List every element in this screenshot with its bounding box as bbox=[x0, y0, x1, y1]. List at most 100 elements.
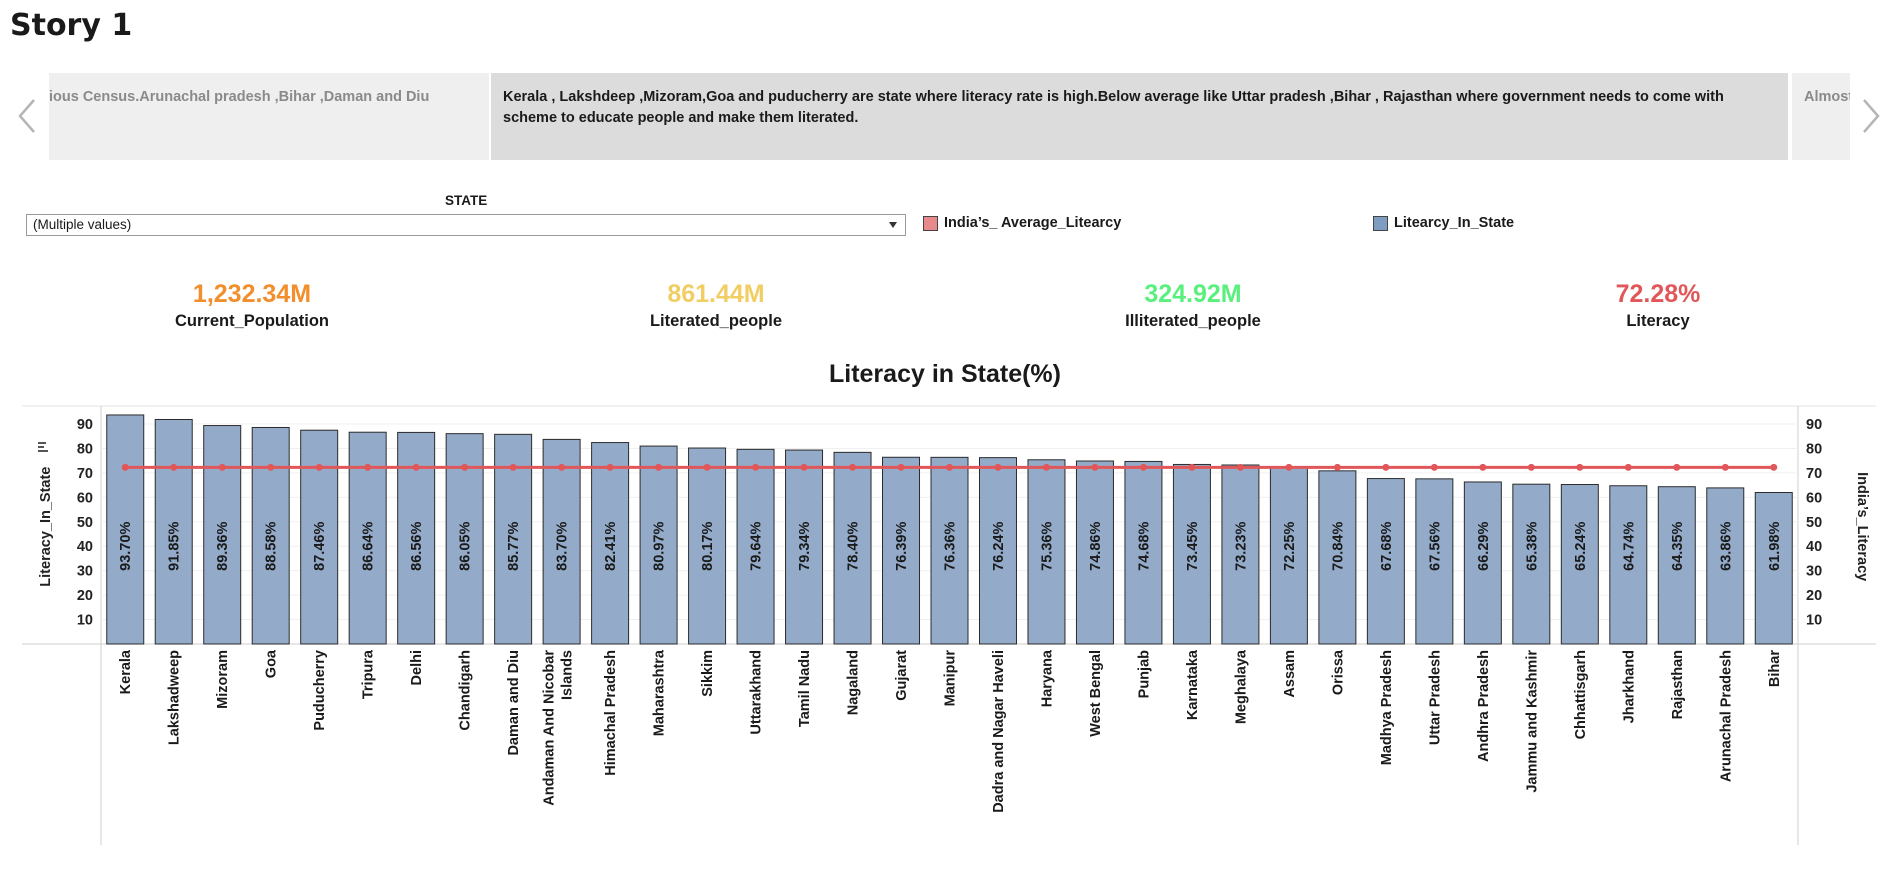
x-category-label: Madhya Pradesh bbox=[1379, 650, 1395, 765]
kpi-literacy: 72.28% Literacy bbox=[1508, 278, 1808, 331]
bar bbox=[930, 456, 969, 645]
y-tick-label: 90 bbox=[77, 417, 93, 433]
y-tick-label: 70 bbox=[77, 466, 93, 482]
story-prev-arrow-icon[interactable] bbox=[16, 96, 38, 136]
bar-data-label: 87.46% bbox=[312, 522, 328, 571]
bar-data-label: 80.97% bbox=[652, 522, 668, 571]
bar bbox=[154, 418, 193, 645]
india-average-point bbox=[994, 463, 1002, 471]
x-category-label: Maharashtra bbox=[652, 649, 668, 736]
india-average-point bbox=[1576, 463, 1584, 471]
x-category-label: West Bengal bbox=[1088, 650, 1104, 737]
x-category-label: Orissa bbox=[1330, 649, 1346, 695]
y2-tick-label: 40 bbox=[1806, 539, 1822, 555]
y-tick-label: 60 bbox=[77, 490, 93, 506]
x-category-label: Jammu and Kashmir bbox=[1524, 650, 1540, 793]
story-point-current[interactable]: Kerala , Lakshdeep ,Mizoram,Goa and pudu… bbox=[491, 73, 1788, 160]
bar-data-label: 82.41% bbox=[603, 522, 619, 571]
story-point-next[interactable]: Almost Below bbox=[1792, 73, 1850, 160]
bar bbox=[1560, 484, 1599, 645]
x-category-label: Rajasthan bbox=[1670, 650, 1686, 719]
bar bbox=[785, 449, 824, 645]
bar bbox=[1075, 460, 1114, 645]
bar-data-label: 65.24% bbox=[1573, 522, 1589, 571]
x-category-label: Arunachal Pradesh bbox=[1718, 650, 1734, 782]
y2-axis-title: India’s_Literacy bbox=[1854, 472, 1870, 581]
bar-data-label: 79.34% bbox=[797, 522, 813, 571]
kpi-value: 324.92M bbox=[1144, 280, 1242, 308]
chevron-down-icon[interactable] bbox=[889, 222, 897, 228]
x-category-label: Lakshadweep bbox=[167, 650, 183, 745]
story-point-current-text: Kerala , Lakshdeep ,Mizoram,Goa and pudu… bbox=[503, 89, 1724, 126]
kpi-label: Current_Population bbox=[174, 312, 329, 330]
bar bbox=[1027, 459, 1066, 645]
india-average-point bbox=[1188, 463, 1196, 471]
bar bbox=[251, 426, 290, 645]
x-category-label: Punjab bbox=[1136, 650, 1152, 698]
india-average-point bbox=[606, 463, 614, 471]
india-average-point bbox=[1673, 463, 1681, 471]
sort-icon bbox=[38, 442, 46, 444]
bar bbox=[1754, 491, 1793, 645]
india-average-point bbox=[1382, 463, 1390, 471]
story-title: Story 1 bbox=[10, 8, 133, 43]
story-point-next-text: Almost Below bbox=[1804, 89, 1850, 105]
x-category-label: Chhattisgarh bbox=[1573, 650, 1589, 739]
india-average-point bbox=[1479, 463, 1487, 471]
story-point-previous-text: ious Census.Arunachal pradesh ,Bihar ,Da… bbox=[49, 89, 430, 105]
x-category-label: Nagaland bbox=[846, 650, 862, 715]
x-category-label: Chandigarh bbox=[458, 650, 474, 731]
y2-tick-label: 10 bbox=[1806, 613, 1822, 629]
bar-data-label: 70.84% bbox=[1330, 522, 1346, 571]
y2-tick-label: 30 bbox=[1806, 564, 1822, 580]
bar bbox=[1269, 466, 1308, 645]
india-average-point bbox=[509, 463, 517, 471]
india-average-point bbox=[267, 463, 275, 471]
legend-item-literacy-in-state[interactable]: Litearcy_In_State bbox=[1373, 215, 1514, 231]
bar bbox=[1124, 460, 1163, 645]
x-category-label: Tripura bbox=[361, 649, 377, 699]
kpi-illiterated-people: 324.92M Illiterated_people bbox=[1043, 278, 1343, 331]
x-category-label: Uttarakhand bbox=[749, 650, 765, 735]
bar bbox=[1415, 478, 1454, 645]
y-axis-title: Literacy_In_State bbox=[38, 467, 54, 587]
x-category-label: Bihar bbox=[1767, 650, 1783, 687]
state-filter-dropdown[interactable]: (Multiple values) bbox=[26, 214, 906, 236]
bar bbox=[639, 445, 678, 645]
bar-data-label: 72.25% bbox=[1282, 522, 1298, 571]
bar bbox=[203, 425, 242, 645]
x-category-label: Karnataka bbox=[1185, 649, 1201, 720]
sort-icon bbox=[38, 450, 48, 452]
bar bbox=[1172, 463, 1211, 645]
bar bbox=[1366, 478, 1405, 645]
bar-data-label: 67.68% bbox=[1379, 522, 1395, 571]
y2-tick-label: 50 bbox=[1806, 515, 1822, 531]
bar bbox=[591, 442, 630, 645]
bar bbox=[688, 447, 727, 645]
x-category-label: Mizoram bbox=[215, 650, 231, 709]
y2-tick-label: 20 bbox=[1806, 588, 1822, 604]
bar-data-label: 64.35% bbox=[1670, 522, 1686, 571]
story-next-arrow-icon[interactable] bbox=[1860, 96, 1882, 136]
bar-data-label: 93.70% bbox=[118, 522, 134, 571]
bar-data-label: 79.64% bbox=[749, 522, 765, 571]
x-category-label: Andhra Pradesh bbox=[1476, 650, 1492, 762]
india-average-point bbox=[703, 463, 711, 471]
x-category-label: Goa bbox=[264, 649, 280, 678]
x-category-label: Assam bbox=[1282, 650, 1298, 698]
india-average-point bbox=[315, 463, 323, 471]
story-point-previous[interactable]: ious Census.Arunachal pradesh ,Bihar ,Da… bbox=[49, 73, 489, 160]
bar-data-label: 66.29% bbox=[1476, 522, 1492, 571]
bar-data-label: 65.38% bbox=[1524, 522, 1540, 571]
y2-tick-label: 60 bbox=[1806, 490, 1822, 506]
india-average-point bbox=[1527, 463, 1535, 471]
x-category-label: Andaman And Nicobar bbox=[542, 650, 558, 806]
legend-item-india-average[interactable]: India’s_ Average_Litearcy bbox=[923, 215, 1121, 231]
bar bbox=[1318, 470, 1357, 645]
bar-data-label: 61.98% bbox=[1767, 522, 1783, 571]
legend-swatch-india-average bbox=[923, 215, 938, 231]
bar-data-label: 76.24% bbox=[991, 522, 1007, 571]
x-category-label: Daman and Diu bbox=[506, 650, 522, 756]
bar-data-label: 74.86% bbox=[1088, 522, 1104, 571]
kpi-label: Illiterated_people bbox=[1125, 312, 1261, 330]
